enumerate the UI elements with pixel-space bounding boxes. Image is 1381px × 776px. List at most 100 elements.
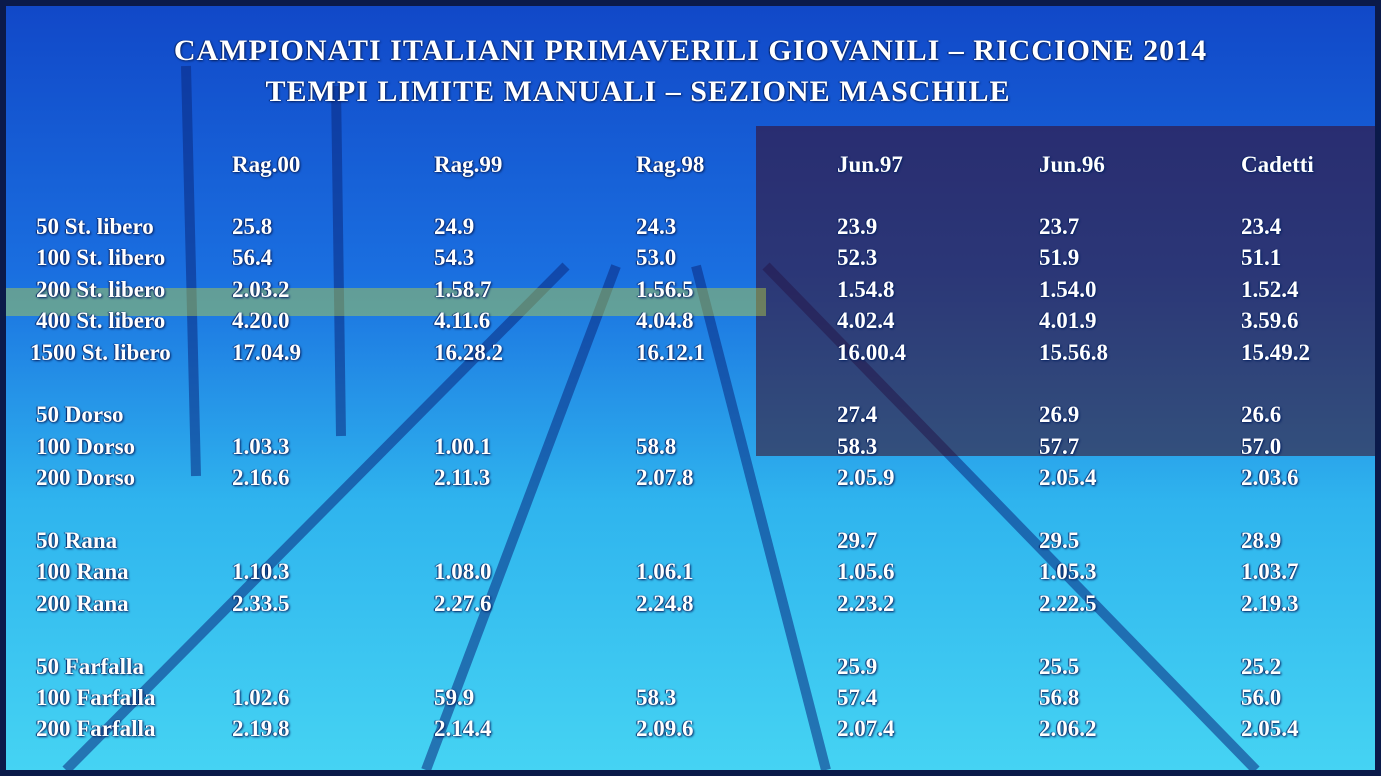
row-label: 200 Dorso bbox=[36, 465, 136, 491]
time-cell: 1.56.5 bbox=[636, 276, 694, 302]
background bbox=[6, 6, 1375, 770]
time-cell: 2.05.4 bbox=[1241, 716, 1299, 742]
time-cell: 28.9 bbox=[1241, 528, 1282, 553]
row-label: 50 Dorso bbox=[36, 402, 124, 428]
time-cell: 25.2 bbox=[1241, 653, 1282, 679]
time-cell: 58.3 bbox=[837, 433, 878, 459]
title: CAMPIONATI ITALIANI PRIMAVERILI GIOVANIL… bbox=[173, 34, 1208, 67]
time-cell: 1.52.4 bbox=[1241, 276, 1299, 302]
time-cell: 52.3 bbox=[837, 245, 878, 271]
time-cell: 16.28.2 bbox=[434, 339, 503, 365]
time-cell: 54.3 bbox=[434, 245, 475, 271]
time-cell: 1.54.8 bbox=[837, 276, 895, 302]
column-header: Rag.00 bbox=[232, 152, 301, 177]
time-cell: 27.4 bbox=[837, 402, 878, 428]
column-header: Cadetti bbox=[1241, 152, 1314, 177]
row-label: 200 Rana bbox=[36, 590, 129, 616]
time-cell: 1.03.7 bbox=[1241, 559, 1299, 585]
time-cell: 23.7 bbox=[1039, 214, 1080, 239]
time-cell: 24.9 bbox=[434, 214, 475, 239]
time-cell: 59.9 bbox=[434, 685, 475, 710]
row-label: 100 Farfalla bbox=[36, 685, 156, 710]
time-cell: 23.9 bbox=[837, 214, 878, 239]
column-header: Rag.99 bbox=[434, 152, 503, 177]
time-cell: 25.5 bbox=[1039, 653, 1080, 679]
time-cell: 1.05.6 bbox=[837, 559, 895, 585]
time-cell: 56.4 bbox=[232, 245, 273, 271]
time-cell: 29.7 bbox=[837, 528, 878, 553]
time-cell: 1.58.7 bbox=[434, 276, 492, 302]
time-cell: 2.11.3 bbox=[434, 465, 491, 491]
time-cell: 25.9 bbox=[837, 653, 878, 679]
time-cell: 1.08.0 bbox=[434, 559, 492, 585]
time-cell: 3.59.6 bbox=[1241, 308, 1299, 334]
time-cell: 2.19.3 bbox=[1241, 590, 1299, 616]
time-cell: 2.06.2 bbox=[1039, 716, 1097, 742]
row-label: 400 St. libero bbox=[36, 308, 166, 334]
time-cell: 2.16.6 bbox=[232, 465, 290, 491]
time-cell: 2.33.5 bbox=[232, 590, 290, 616]
row-label: 50 Rana bbox=[36, 528, 118, 553]
time-cell: 2.07.8 bbox=[636, 465, 694, 491]
row-label: 100 Rana bbox=[36, 559, 129, 585]
time-cell: 57.4 bbox=[837, 685, 878, 710]
time-cell: 51.1 bbox=[1241, 245, 1282, 271]
time-cell: 17.04.9 bbox=[232, 339, 301, 365]
time-cell: 2.03.2 bbox=[232, 276, 290, 302]
row-label: 100 St. libero bbox=[36, 245, 166, 271]
time-cell: 56.0 bbox=[1241, 685, 1282, 710]
time-cell: 4.20.0 bbox=[232, 308, 290, 334]
time-cell: 23.4 bbox=[1241, 214, 1282, 239]
time-cell: 2.24.8 bbox=[636, 590, 694, 616]
time-cell: 26.9 bbox=[1039, 402, 1080, 428]
time-cell: 1.06.1 bbox=[636, 559, 694, 585]
time-cell: 58.8 bbox=[636, 433, 677, 459]
row-label: 50 Farfalla bbox=[36, 653, 144, 679]
time-cell: 57.7 bbox=[1039, 433, 1080, 459]
time-cell: 1.10.3 bbox=[232, 559, 290, 585]
column-header: Rag.98 bbox=[636, 152, 705, 177]
time-cell: 2.27.6 bbox=[434, 590, 492, 616]
time-cell: 1.05.3 bbox=[1039, 559, 1097, 585]
time-cell: 16.12.1 bbox=[636, 339, 705, 365]
time-cell: 2.19.8 bbox=[232, 716, 290, 742]
time-cell: 2.05.4 bbox=[1039, 465, 1097, 491]
row-label: 50 St. libero bbox=[36, 214, 154, 239]
time-cell: 1.00.1 bbox=[434, 433, 492, 459]
time-cell: 2.05.9 bbox=[837, 465, 895, 491]
time-cell: 2.23.2 bbox=[837, 590, 895, 616]
time-cell: 2.07.4 bbox=[837, 716, 895, 742]
time-cell: 1.54.0 bbox=[1039, 276, 1097, 302]
time-cell: 29.5 bbox=[1039, 528, 1080, 553]
time-cell: 4.01.9 bbox=[1039, 308, 1097, 334]
time-cell: 57.0 bbox=[1241, 433, 1282, 459]
row-label: 200 St. libero bbox=[36, 276, 166, 302]
time-cell: 26.6 bbox=[1241, 402, 1282, 428]
time-cell: 15.56.8 bbox=[1039, 339, 1108, 365]
row-label: 100 Dorso bbox=[36, 433, 136, 459]
time-cell: 25.8 bbox=[232, 214, 273, 239]
time-cell: 58.3 bbox=[636, 685, 677, 710]
time-cell: 1.03.3 bbox=[232, 433, 290, 459]
time-cell: 16.00.4 bbox=[837, 339, 906, 365]
time-cell: 2.22.5 bbox=[1039, 590, 1097, 616]
time-cell: 4.11.6 bbox=[434, 308, 491, 334]
time-cell: 1.02.6 bbox=[232, 685, 290, 710]
time-cell: 56.8 bbox=[1039, 685, 1080, 710]
time-cell: 24.3 bbox=[636, 214, 677, 239]
pool-lanes bbox=[6, 65, 1375, 770]
column-header: Jun.96 bbox=[1039, 152, 1105, 177]
subtitle: TEMPI LIMITE MANUALI – SEZIONE MASCHILE bbox=[265, 75, 1011, 108]
time-cell: 4.02.4 bbox=[837, 308, 895, 334]
row-label: 200 Farfalla bbox=[36, 716, 156, 742]
column-header: Jun.97 bbox=[837, 152, 903, 177]
row-label: 1500 St. libero bbox=[30, 339, 171, 365]
time-cell: 2.03.6 bbox=[1241, 465, 1299, 491]
time-cell: 2.09.6 bbox=[636, 716, 694, 742]
time-cell: 51.9 bbox=[1039, 245, 1080, 271]
time-cell: 53.0 bbox=[636, 245, 677, 271]
time-cell: 15.49.2 bbox=[1241, 339, 1310, 365]
time-cell: 2.14.4 bbox=[434, 716, 492, 742]
time-cell: 4.04.8 bbox=[636, 308, 694, 334]
